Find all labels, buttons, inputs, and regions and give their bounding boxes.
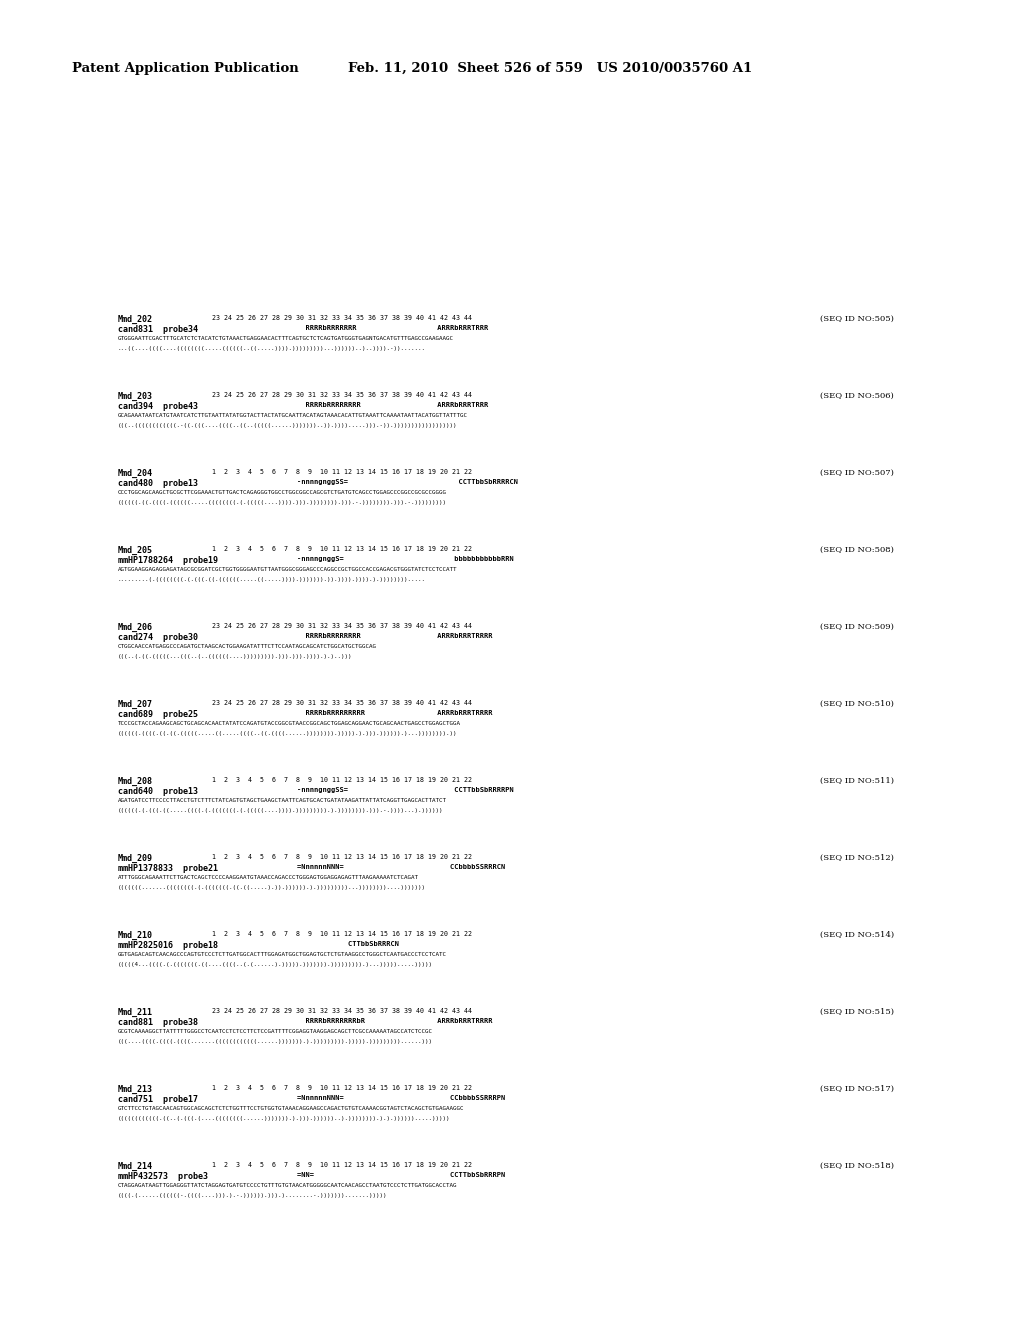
Text: Feb. 11, 2010  Sheet 526 of 559   US 2010/0035760 A1: Feb. 11, 2010 Sheet 526 of 559 US 2010/0… <box>348 62 753 75</box>
Text: Mmd_208: Mmd_208 <box>118 777 153 787</box>
Text: cand274  probe30: cand274 probe30 <box>118 634 198 642</box>
Text: (SEQ ID NO:515): (SEQ ID NO:515) <box>820 1008 894 1016</box>
Text: ((((((.((.((((.((((((.....((((((((.(.(((((....)))).))).)))))))).))).-.)))))))).): ((((((.((.((((.((((((.....((((((((.(.(((… <box>118 500 447 506</box>
Text: GGTGAGACAGTCAACAGCCCAGTGTCCCTCTTGATGGCACTTTGGAGATGGCTGGAGTGCTCTGTAAGGCCTGGGCTCAA: GGTGAGACAGTCAACAGCCCAGTGTCCCTCTTGATGGCAC… <box>118 952 447 957</box>
Text: TCCCGCTACCAGAAGCAGCTGCAGCACAACTATATCCAGATGTACCGGCGTAACCGGCAGCTGGAGCAGGAACTGCAGCA: TCCCGCTACCAGAAGCAGCTGCAGCACAACTATATCCAGA… <box>118 721 461 726</box>
Text: (SEQ ID NO:509): (SEQ ID NO:509) <box>820 623 894 631</box>
Text: ((((((((((((.((..(.(((.(....((((((((......))))))).).))).))))))..).)))))))).).).): ((((((((((((.((..(.(((.(....((((((((....… <box>118 1115 451 1121</box>
Text: cand640  probe13: cand640 probe13 <box>118 787 198 796</box>
Text: cand751  probe17: cand751 probe17 <box>118 1096 198 1104</box>
Text: (SEQ ID NO:518): (SEQ ID NO:518) <box>820 1162 894 1170</box>
Text: 1  2  3  4  5  6  7  8  9  10 11 12 13 14 15 16 17 18 19 20 21 22: 1 2 3 4 5 6 7 8 9 10 11 12 13 14 15 16 1… <box>212 931 472 937</box>
Text: ((((.(......((((((-.((((....))).).-.)))))).))).)........-.))))))).......))))): ((((.(......((((((-.((((....))).).-.))))… <box>118 1193 387 1199</box>
Text: (SEQ ID NO:517): (SEQ ID NO:517) <box>820 1085 894 1093</box>
Text: (SEQ ID NO:514): (SEQ ID NO:514) <box>820 931 894 939</box>
Text: CCCTGGCAGCAAGCTGCGCTTCGGAAACTGTTGACTCAGAGGGTGGCCTGGCGGCCAGCGTCTGATGTCAGCCTGGAGCC: CCCTGGCAGCAAGCTGCGCTTCGGAAACTGTTGACTCAGA… <box>118 490 447 495</box>
Text: mmHP1378833  probe21: mmHP1378833 probe21 <box>118 865 218 873</box>
Text: AGTGGAAGGAGAGGAGATAGCGCGGATCGCTGGTGGGGAATGTTAATGGGCGGGAGCCCAGGCCGCTGGCCACCGAGACG: AGTGGAAGGAGAGGAGATAGCGCGGATCGCTGGTGGGGAA… <box>118 568 458 572</box>
Text: 23 24 25 26 27 28 29 30 31 32 33 34 35 36 37 38 39 40 41 42 43 44: 23 24 25 26 27 28 29 30 31 32 33 34 35 3… <box>212 623 472 630</box>
Text: mmHP2825016  probe18: mmHP2825016 probe18 <box>118 941 218 950</box>
Text: Mmd_214: Mmd_214 <box>118 1162 153 1171</box>
Text: =NnnnnnNNN=                         CCbbbbSSRRRCN: =NnnnnnNNN= CCbbbbSSRRRCN <box>212 865 505 870</box>
Text: (SEQ ID NO:505): (SEQ ID NO:505) <box>820 315 894 323</box>
Text: 1  2  3  4  5  6  7  8  9  10 11 12 13 14 15 16 17 18 19 20 21 22: 1 2 3 4 5 6 7 8 9 10 11 12 13 14 15 16 1… <box>212 1085 472 1092</box>
Text: Mmd_210: Mmd_210 <box>118 931 153 940</box>
Text: 23 24 25 26 27 28 29 30 31 32 33 34 35 36 37 38 39 40 41 42 43 44: 23 24 25 26 27 28 29 30 31 32 33 34 35 3… <box>212 392 472 399</box>
Text: 23 24 25 26 27 28 29 30 31 32 33 34 35 36 37 38 39 40 41 42 43 44: 23 24 25 26 27 28 29 30 31 32 33 34 35 3… <box>212 700 472 706</box>
Text: Mmd_202: Mmd_202 <box>118 315 153 325</box>
Text: Mmd_206: Mmd_206 <box>118 623 153 632</box>
Text: cand689  probe25: cand689 probe25 <box>118 710 198 719</box>
Text: -nnnngnggSS=                          CCTTbbSbRRRRCN: -nnnngnggSS= CCTTbbSbRRRRCN <box>212 479 518 484</box>
Text: Patent Application Publication: Patent Application Publication <box>72 62 299 75</box>
Text: Mmd_209: Mmd_209 <box>118 854 153 863</box>
Text: Mmd_205: Mmd_205 <box>118 546 153 556</box>
Text: ATTTGGGCAGAAATTCTTGACTCAGCTCCCCAAGGAATGTAAACCAGACCCTGGGAGTGGAGGAGAGTTTAAGAAAAATC: ATTTGGGCAGAAATTCTTGACTCAGCTCCCCAAGGAATGT… <box>118 875 419 880</box>
Text: .........(.((((((((.(.(((.((.((((((.....((.....)))).))))))).)).)))).)))).).))))): .........(.((((((((.(.(((.((.((((((.....… <box>118 577 426 582</box>
Text: (SEQ ID NO:512): (SEQ ID NO:512) <box>820 854 894 862</box>
Text: -nnnngnggS=                          bbbbbbbbbbbRRN: -nnnngnggS= bbbbbbbbbbbRRN <box>212 556 514 562</box>
Text: ...((....((((....((((((((.....((((((..((.....)))).)))))))))...))))))..)..)))).-): ...((....((((....((((((((.....((((((..((… <box>118 346 426 351</box>
Text: Mmd_207: Mmd_207 <box>118 700 153 709</box>
Text: GTGGGAATTCGACTTTGCATCTCTACATCTGTAAACTGAGGAACACTTTCAGTGCTCTCAGTGATGGGTGAGNTGACATG: GTGGGAATTCGACTTTGCATCTCTACATCTGTAAACTGAG… <box>118 337 454 341</box>
Text: (((....((((.((((.((((.......((((((((((((......))))))).).))))))))).))))).)))))))): (((....((((.((((.((((.......((((((((((((… <box>118 1039 433 1044</box>
Text: (SEQ ID NO:506): (SEQ ID NO:506) <box>820 392 894 400</box>
Text: 1  2  3  4  5  6  7  8  9  10 11 12 13 14 15 16 17 18 19 20 21 22: 1 2 3 4 5 6 7 8 9 10 11 12 13 14 15 16 1… <box>212 469 472 475</box>
Text: (SEQ ID NO:507): (SEQ ID NO:507) <box>820 469 894 477</box>
Text: RRRRbRRRRRRRR                  ARRRbRRRTRRRR: RRRRbRRRRRRRR ARRRbRRRTRRRR <box>212 634 493 639</box>
Text: =NN=                                CCTTbbSbRRRPN: =NN= CCTTbbSbRRRPN <box>212 1172 505 1177</box>
Text: RRRRbRRRRRRRR                  ARRRbRRRTRRR: RRRRbRRRRRRRR ARRRbRRRTRRR <box>212 403 488 408</box>
Text: ((((((.((((.((.((.(((((.....((.....((((..((.((((......)))))))).))))).).))).))))): ((((((.((((.((.((.(((((.....((.....((((.… <box>118 731 458 737</box>
Text: Mmd_204: Mmd_204 <box>118 469 153 478</box>
Text: Mmd_203: Mmd_203 <box>118 392 153 401</box>
Text: RRRRbRRRRRRRRR                 ARRRbRRRTRRRR: RRRRbRRRRRRRRR ARRRbRRRTRRRR <box>212 710 493 715</box>
Text: 1  2  3  4  5  6  7  8  9  10 11 12 13 14 15 16 17 18 19 20 21 22: 1 2 3 4 5 6 7 8 9 10 11 12 13 14 15 16 1… <box>212 1162 472 1168</box>
Text: (((..((((((((((((.-((.(((....((((..((..(((((......)))))))..)).)))).....))).-)).): (((..((((((((((((.-((.(((....((((..((..(… <box>118 422 458 428</box>
Text: =NnnnnnNNN=                         CCbbbbSSRRRPN: =NnnnnnNNN= CCbbbbSSRRRPN <box>212 1096 505 1101</box>
Text: ((((((.(.(((.((.....((((.(.(((((((.(.(((((....)))).))))))))).).)))))))).))).-.)): ((((((.(.(((.((.....((((.(.(((((((.(.(((… <box>118 808 443 813</box>
Text: cand881  probe38: cand881 probe38 <box>118 1018 198 1027</box>
Text: (((((((.......((((((((.(.(((((((.((.((.....).)).)))))).).)))))))))...))))))))...: (((((((.......((((((((.(.(((((((.((.((..… <box>118 884 426 890</box>
Text: 1  2  3  4  5  6  7  8  9  10 11 12 13 14 15 16 17 18 19 20 21 22: 1 2 3 4 5 6 7 8 9 10 11 12 13 14 15 16 1… <box>212 777 472 783</box>
Text: (SEQ ID NO:508): (SEQ ID NO:508) <box>820 546 894 554</box>
Text: 1  2  3  4  5  6  7  8  9  10 11 12 13 14 15 16 17 18 19 20 21 22: 1 2 3 4 5 6 7 8 9 10 11 12 13 14 15 16 1… <box>212 546 472 552</box>
Text: GCAGAAATAATCATGTAATCATCTTGTAATTATATGGTACTTACTATGCAATTACATAGTAAACACATTGTAAATTCAAA: GCAGAAATAATCATGTAATCATCTTGTAATTATATGGTAC… <box>118 413 468 418</box>
Text: -nnnngnggSS=                         CCTTbbSbRRRRPN: -nnnngnggSS= CCTTbbSbRRRRPN <box>212 787 514 793</box>
Text: RRRRbRRRRRRR                   ARRRbRRRTRRR: RRRRbRRRRRRR ARRRbRRRTRRR <box>212 325 488 331</box>
Text: (SEQ ID NO:511): (SEQ ID NO:511) <box>820 777 894 785</box>
Text: CTGGCAACCATGAGGCCCAGATGCTAAGCACTGGAAGATATTTCTTCCAATAGCAGCATCTGGCATGCTGGCAG: CTGGCAACCATGAGGCCCAGATGCTAAGCACTGGAAGATA… <box>118 644 377 649</box>
Text: cand831  probe34: cand831 probe34 <box>118 325 198 334</box>
Text: Mmd_213: Mmd_213 <box>118 1085 153 1094</box>
Text: Mmd_211: Mmd_211 <box>118 1008 153 1018</box>
Text: mmHP432573  probe3: mmHP432573 probe3 <box>118 1172 208 1181</box>
Text: cand480  probe13: cand480 probe13 <box>118 479 198 488</box>
Text: (((((4...((((.(.(((((((.((....((((..(.(......).))))).))))))).))))))))).)...))))): (((((4...((((.(.(((((((.((....((((..(.(.… <box>118 962 433 968</box>
Text: AGATGATCCTTCCCCTTACCTGTCTTTCTATCAGTGTAGCTGAAGCTAATTCAGTGCACTGATATAAGATTATTATCAGG: AGATGATCCTTCCCCTTACCTGTCTTTCTATCAGTGTAGC… <box>118 799 447 803</box>
Text: RRRRbRRRRRRRbR                 ARRRbRRRTRRRR: RRRRbRRRRRRRbR ARRRbRRRTRRRR <box>212 1018 493 1024</box>
Text: 1  2  3  4  5  6  7  8  9  10 11 12 13 14 15 16 17 18 19 20 21 22: 1 2 3 4 5 6 7 8 9 10 11 12 13 14 15 16 1… <box>212 854 472 861</box>
Text: CTAGGAGATAAGTTGGAGGGTTATCTAGGAGTGATGTCCCCTGTTTGTGTAACATGGGGGCAATCAACAGCCTAATGTCC: CTAGGAGATAAGTTGGAGGGTTATCTAGGAGTGATGTCCC… <box>118 1183 458 1188</box>
Text: 23 24 25 26 27 28 29 30 31 32 33 34 35 36 37 38 39 40 41 42 43 44: 23 24 25 26 27 28 29 30 31 32 33 34 35 3… <box>212 1008 472 1014</box>
Text: GTCTTCCTGTAGCAACAGTGGCAGCAGCTCTCTGGTTTCCTGTGGTGTAAACAGGAAGCCAGACTGTGTCAAAACGGTAG: GTCTTCCTGTAGCAACAGTGGCAGCAGCTCTCTGGTTTCC… <box>118 1106 465 1111</box>
Text: 23 24 25 26 27 28 29 30 31 32 33 34 35 36 37 38 39 40 41 42 43 44: 23 24 25 26 27 28 29 30 31 32 33 34 35 3… <box>212 315 472 321</box>
Text: cand394  probe43: cand394 probe43 <box>118 403 198 411</box>
Text: (SEQ ID NO:510): (SEQ ID NO:510) <box>820 700 894 708</box>
Text: mmHP1788264  probe19: mmHP1788264 probe19 <box>118 556 218 565</box>
Text: (((..(.((.(((((...(((..(..((((((....))))))))).))).))).)))).).)..))): (((..(.((.(((((...(((..(..((((((....))))… <box>118 653 352 659</box>
Text: GCGTCAAAAGGCTTATTTTTGGGCCTCAATCCTCTCCTTCTCCGATTTTCGGAGGTAAGGAGCAGCTTCGCCAAAAATAG: GCGTCAAAAGGCTTATTTTTGGGCCTCAATCCTCTCCTTC… <box>118 1030 433 1034</box>
Text: CTTbbSbRRRCN: CTTbbSbRRRCN <box>212 941 399 946</box>
